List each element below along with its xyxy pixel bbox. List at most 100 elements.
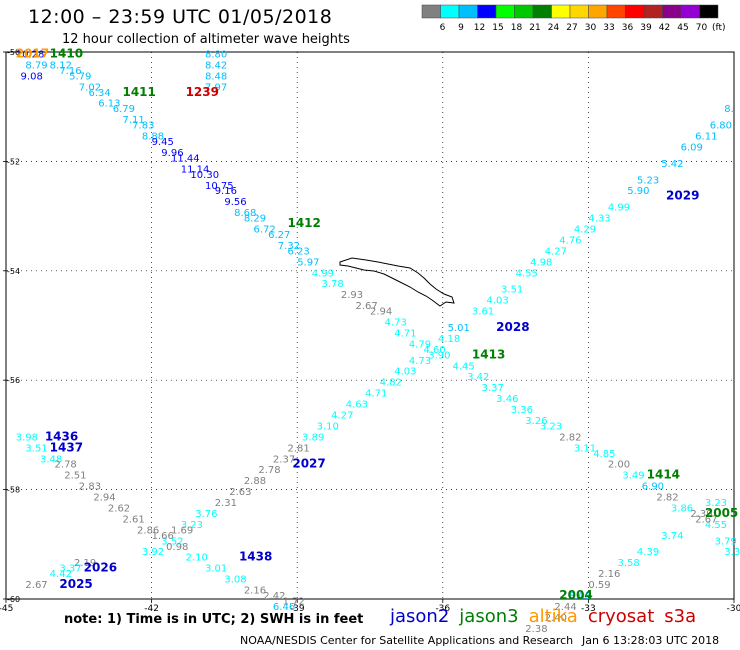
swh-value: 0.59	[588, 580, 610, 591]
swh-value: 3.42	[467, 372, 489, 383]
swh-value: 7.16	[59, 66, 81, 77]
swh-value: 6.11	[695, 132, 717, 143]
color-legend: 6 9 12 15 18 21 24 27 30 33 36 39 42 45 70 (ft)	[421, 4, 726, 33]
swh-value: 4.79	[409, 339, 431, 350]
legend-swatch	[569, 4, 589, 19]
swh-value: 8.79	[25, 60, 47, 71]
legend-swatch	[625, 4, 645, 19]
swh-value: 8.	[724, 104, 734, 115]
swh-value: 4.18	[438, 334, 460, 345]
swh-value: 2.37	[273, 454, 295, 465]
swh-value: 3.92	[142, 547, 164, 558]
legend-tick: 18	[511, 23, 523, 33]
swh-value: 9.96	[161, 148, 183, 159]
swh-value: 4.85	[593, 449, 615, 460]
swh-value: 6.90	[642, 482, 664, 493]
legend-swatch	[588, 4, 608, 19]
legend-swatch	[532, 4, 552, 19]
map-title: 12:00 – 23:59 UTC 01/05/2018	[28, 6, 333, 28]
swh-value: 2.39	[690, 509, 712, 520]
swh-value: 4.60	[423, 345, 445, 356]
swh-value: 5.97	[297, 257, 319, 268]
legend-swatch	[551, 4, 571, 19]
swh-value: 2.16	[598, 569, 620, 580]
lon-tick-label: -33	[581, 604, 596, 614]
swh-value: 2.61	[122, 514, 144, 525]
legend-tick: 39	[640, 23, 652, 33]
south-georgia-coastline	[339, 257, 455, 307]
swh-value: 2.82	[656, 493, 678, 504]
swh-value: 9.16	[215, 186, 237, 197]
swh-value: 4.99	[608, 203, 630, 214]
swh-value: 2.67	[25, 580, 47, 591]
legend-swatch	[514, 4, 534, 19]
swh-value: 4.33	[588, 214, 610, 225]
legend-swatch	[421, 4, 441, 19]
map-subtitle: 12 hour collection of altimeter wave hei…	[62, 32, 350, 47]
swh-value: 1.69	[171, 525, 193, 536]
legend-swatch	[662, 4, 682, 19]
legend-swatch	[699, 4, 719, 19]
swh-value: 3.51	[25, 443, 47, 454]
swh-value: 5.01	[448, 323, 470, 334]
pass-label: 1239	[186, 85, 219, 99]
swh-value: 2.62	[108, 503, 130, 514]
pass-label: 2017	[16, 46, 49, 60]
swh-value: 4.27	[545, 246, 567, 257]
swh-value: 3.76	[195, 509, 217, 520]
legend-swatch	[606, 4, 626, 19]
swh-value: 2.31	[215, 498, 237, 509]
lat-tick-label: -50	[7, 48, 20, 57]
swh-value: 7.32	[278, 241, 300, 252]
swh-value: 3.37	[482, 383, 504, 394]
swh-value: 2.78	[55, 460, 77, 471]
swh-value: 3.49	[622, 471, 644, 482]
swh-value: 2.88	[244, 476, 266, 487]
lon-tick-label: -30	[727, 604, 740, 614]
pass-label: 1410	[50, 46, 83, 60]
swh-value: 8.12	[50, 60, 72, 71]
note-text: note: 1) Time is in UTC; 2) SWH is in fe…	[64, 612, 364, 627]
swh-value: 8.29	[244, 214, 266, 225]
swh-value: 2.93	[341, 290, 363, 301]
legend-tick: 12	[474, 23, 485, 33]
swh-value: 3.37	[59, 564, 81, 575]
pass-label: 2025	[59, 577, 92, 591]
pass-label: 2004	[559, 588, 592, 602]
swh-value: 2.82	[559, 432, 581, 443]
pass-label: 2028	[496, 320, 529, 334]
swh-value: 2.81	[287, 443, 309, 454]
legend-tick: 24	[548, 23, 560, 33]
swh-value: 11.14	[181, 164, 210, 175]
swh-value: 5.23	[637, 175, 659, 186]
pass-label: 1438	[239, 550, 272, 564]
swh-value: 6.46	[273, 602, 295, 613]
legend-tick: 33	[603, 23, 614, 33]
swh-value: 3.79	[715, 536, 737, 547]
lon-tick-label: -36	[435, 604, 450, 614]
lon-tick-label: -45	[0, 604, 13, 614]
swh-value: 2.94	[93, 493, 115, 504]
swh-value: 2.94	[370, 307, 392, 318]
swh-value: 0.98	[166, 542, 188, 553]
swh-value: 2.86	[137, 525, 159, 536]
swh-value: 6.13	[98, 99, 120, 110]
swh-value: 4.63	[346, 400, 368, 411]
legend-swatch	[477, 4, 497, 19]
swh-value: 4.98	[530, 257, 552, 268]
lat-tick-label: -56	[7, 376, 20, 385]
swh-value: 3.51	[501, 285, 523, 296]
generated-time: Jan 6 13:28:03 UTC 2018	[582, 634, 720, 647]
lon-tick-label: -42	[144, 604, 159, 614]
swh-value: 3.3	[724, 547, 740, 558]
swh-value: 2.40	[545, 613, 567, 624]
swh-value: 3.90	[428, 350, 450, 361]
legend-swatch	[680, 4, 700, 19]
swh-values: 10.288.799.088.127.165.797.026.346.136.7…	[16, 49, 740, 634]
swh-value: 2.16	[244, 586, 266, 597]
swh-value: 10.30	[190, 170, 219, 181]
swh-value: 3.86	[671, 503, 693, 514]
swh-value: 3.10	[317, 421, 339, 432]
satellite-jason3: jason3	[459, 606, 519, 627]
